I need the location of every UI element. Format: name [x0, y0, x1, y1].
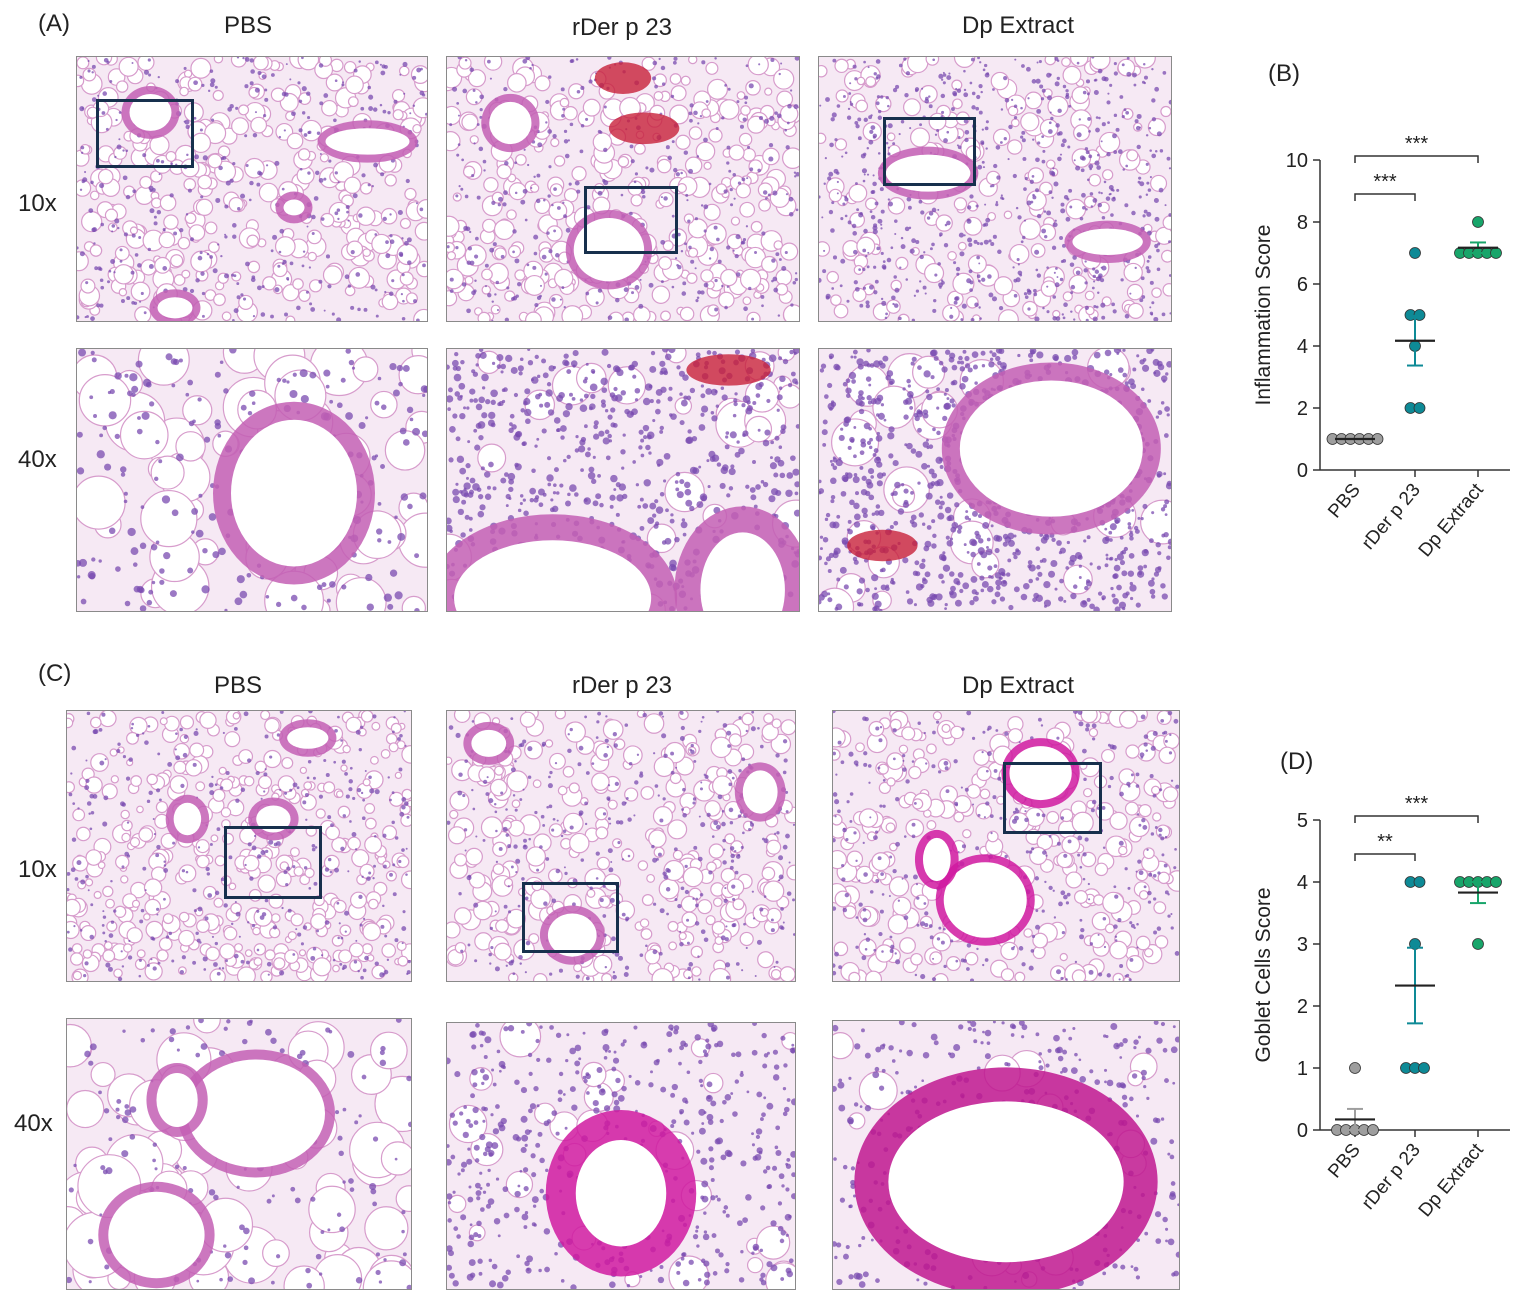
panel-c-row-10x: 10x: [18, 856, 57, 883]
panel-a-letter: (A): [38, 10, 70, 37]
significance-bracket: [1354, 193, 1416, 201]
y-tick-label: 2: [1297, 996, 1308, 1018]
inset-frame-a-pbs: [96, 99, 194, 168]
panel-a-title-dp-extract: Dp Extract: [961, 12, 1075, 39]
x-tick-label: rDer p 23: [1358, 1140, 1425, 1214]
tissue-texture: [447, 711, 795, 981]
y-tick-label: 5: [1297, 810, 1308, 832]
data-point: [1472, 938, 1484, 950]
data-point: [1367, 1124, 1379, 1136]
inset-frame-c-dp-extract: [1003, 762, 1102, 834]
panel-c-row-40x: 40x: [14, 1110, 53, 1137]
data-point: [1490, 876, 1502, 888]
data-point: [1472, 216, 1484, 228]
plot-b: 0 2 4 6 8 10 PBS rDer p 23 Dp Extract Inflammatio…: [1220, 120, 1520, 590]
panel-b-letter: (B): [1268, 60, 1300, 87]
micrograph-c-rderp23-40x: [446, 1022, 796, 1290]
tissue-texture: [833, 711, 1179, 981]
data-point: [1349, 1062, 1361, 1074]
tissue-texture: [67, 1019, 411, 1289]
significance-bracket: [1354, 853, 1416, 861]
significance-bracket: [1354, 155, 1479, 163]
tissue-texture: [67, 711, 411, 981]
tissue-texture: [447, 1023, 795, 1289]
y-tick-label: 0: [1297, 1120, 1308, 1142]
y-tick-label: 8: [1297, 212, 1308, 234]
micrograph-a-pbs-40x: [76, 348, 428, 612]
inset-frame-a-dp-extract: [883, 117, 976, 186]
y-tick-label: 2: [1297, 398, 1308, 420]
significance-label: ***: [1405, 133, 1429, 155]
micrograph-a-dp-extract-40x: [818, 348, 1172, 612]
y-tick-label: 3: [1297, 934, 1308, 956]
significance-label: **: [1377, 831, 1393, 853]
y-tick-label: 10: [1286, 150, 1308, 172]
significance-bracket: [1354, 815, 1479, 823]
panel-a-row-40x: 40x: [18, 446, 57, 473]
panel-a-row-10x: 10x: [18, 190, 57, 217]
plot-d: 0 1 2 3 4 5 PBS rDer p 23 Dp Extract Goblet Cells…: [1220, 780, 1520, 1250]
micrograph-c-dp-extract-40x: [832, 1020, 1180, 1290]
panel-d-letter: (D): [1280, 748, 1314, 775]
panel-c-title-dp-extract: Dp Extract: [961, 672, 1075, 699]
panel-a-title-rderp23: rDer p 23: [571, 14, 673, 41]
x-tick-label: rDer p 23: [1358, 480, 1425, 554]
x-tick-label: PBS: [1324, 1140, 1365, 1183]
significance-label: ***: [1373, 171, 1397, 193]
data-point: [1413, 402, 1426, 414]
y-tick-label: 0: [1297, 460, 1308, 482]
tissue-texture: [447, 349, 799, 611]
panel-c-title-pbs: PBS: [213, 672, 263, 699]
inset-frame-c-pbs: [224, 826, 322, 899]
panel-a-title-pbs: PBS: [223, 12, 273, 39]
tissue-texture: [833, 1021, 1179, 1289]
panel-c-title-rderp23: rDer p 23: [571, 672, 673, 699]
micrograph-c-pbs-40x: [66, 1018, 412, 1290]
micrograph-c-dp-extract-10x: [832, 710, 1180, 982]
tissue-texture: [77, 57, 427, 321]
data-point: [1490, 247, 1502, 259]
tissue-texture: [819, 349, 1171, 611]
micrograph-a-dp-extract-10x: [818, 56, 1172, 322]
data-point: [1413, 876, 1426, 888]
micrograph-a-pbs-10x: [76, 56, 428, 322]
y-tick-label: 4: [1297, 872, 1308, 894]
micrograph-a-rderp23-40x: [446, 348, 800, 612]
y-axis-label: Goblet Cells Score: [1252, 887, 1275, 1062]
y-axis-label: Inflammation Score: [1252, 225, 1275, 406]
data-point: [1409, 247, 1421, 259]
micrograph-c-rderp23-10x: [446, 710, 796, 982]
tissue-texture: [819, 57, 1171, 321]
y-tick-label: 4: [1297, 336, 1308, 358]
inset-frame-a-rderp23: [584, 186, 678, 254]
inset-frame-c-rderp23: [522, 882, 619, 953]
y-tick-label: 6: [1297, 274, 1308, 296]
x-tick-label: Dp Extract: [1415, 479, 1489, 561]
y-tick-label: 1: [1297, 1058, 1308, 1080]
data-point: [1418, 1062, 1430, 1074]
tissue-texture: [77, 349, 427, 611]
significance-label: ***: [1405, 793, 1429, 815]
x-tick-label: PBS: [1324, 480, 1365, 523]
micrograph-c-pbs-10x: [66, 710, 412, 982]
x-tick-label: Dp Extract: [1415, 1139, 1489, 1221]
panel-c-letter: (C): [38, 660, 72, 687]
